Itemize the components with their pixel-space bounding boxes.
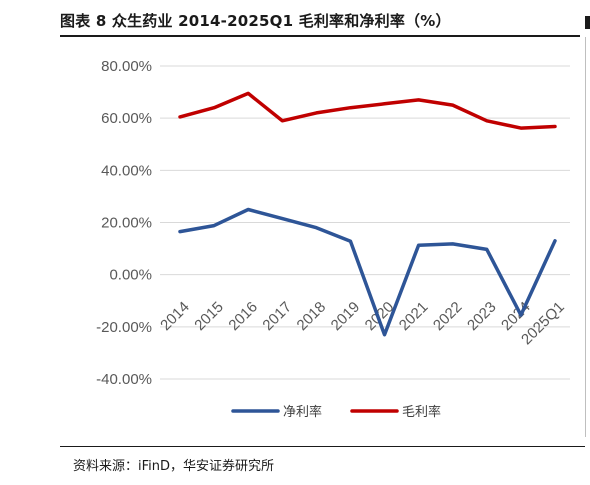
y-tick-label: 20.00% <box>101 215 152 232</box>
y-tick-label: 0.00% <box>109 267 152 284</box>
x-tick-label: 2019 <box>328 298 364 334</box>
chart-title: 图表 8 众生药业 2014-2025Q1 毛利率和净利率（%） <box>60 12 451 30</box>
y-tick-label: -40.00% <box>96 371 152 388</box>
x-tick-label: 2015 <box>191 298 227 334</box>
x-tick-label: 2023 <box>464 298 500 334</box>
title-divider <box>60 35 580 37</box>
series-line-1 <box>178 91 557 130</box>
y-axis-ticks: 80.00% 60.00% 40.00% 20.00% 0.00% -20.00% -40.… <box>96 58 152 388</box>
x-tick-label: 2022 <box>430 298 466 334</box>
y-tick-label: -20.00% <box>96 319 152 336</box>
gridlines <box>160 65 570 380</box>
x-tick-label: 2017 <box>259 298 295 334</box>
footer-divider <box>60 446 585 447</box>
x-axis-ticks: 2014201520162017201820192020202120222023… <box>157 298 568 348</box>
y-tick-label: 80.00% <box>101 58 152 75</box>
next-figure-frame <box>585 37 589 437</box>
legend: 净利率 毛利率 <box>231 404 441 420</box>
x-tick-label: 2021 <box>396 298 432 334</box>
legend-label: 净利率 <box>283 404 322 420</box>
next-figure-marker <box>585 16 590 29</box>
x-tick-label: 2014 <box>157 298 193 334</box>
y-tick-label: 40.00% <box>101 162 152 179</box>
source-note: 资料来源：iFinD，华安证券研究所 <box>73 459 275 474</box>
legend-label: 毛利率 <box>402 404 441 420</box>
line-chart: 80.00% 60.00% 40.00% 20.00% 0.00% -20.00% -40.… <box>96 58 570 420</box>
x-tick-label: 2016 <box>225 298 261 334</box>
y-tick-label: 60.00% <box>101 110 152 127</box>
series-lines <box>178 91 557 337</box>
x-tick-label: 2018 <box>294 298 330 334</box>
series-line-0 <box>178 207 557 337</box>
